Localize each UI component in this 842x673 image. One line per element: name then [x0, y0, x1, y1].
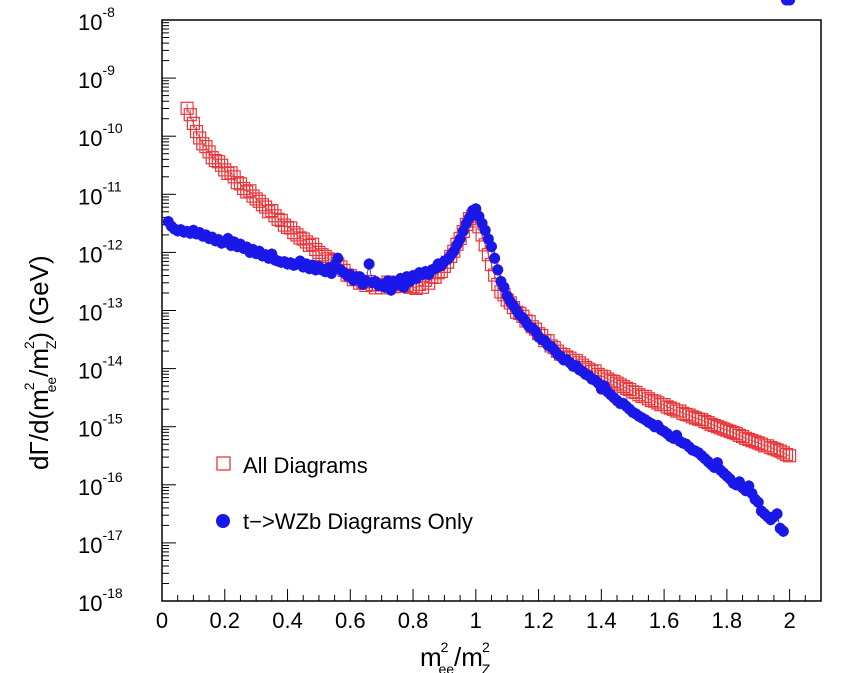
x-tick-label: 0.8: [398, 608, 429, 633]
y-tick-label: 10-16: [78, 469, 123, 500]
x-tick-label: 0.6: [335, 608, 366, 633]
x-tick-label: 1.2: [523, 608, 554, 633]
x-tick-label: 1: [470, 608, 482, 633]
x-tick-label: 0.4: [272, 608, 303, 633]
legend-label-wzb: t−>WZb Diagrams Only: [243, 509, 473, 534]
data-point-square: [783, 449, 797, 463]
data-point-circle: [784, 0, 796, 6]
series-wzb-only: [162, 0, 796, 538]
data-point-circle: [498, 281, 510, 293]
data-point-square: [186, 116, 200, 131]
x-tick-label: 1.8: [712, 608, 743, 633]
data-point-circle: [752, 496, 764, 508]
x-axis-label: m2 ee/m2 Z: [420, 639, 491, 673]
data-point-circle: [363, 258, 375, 270]
legend-marker-wzb: [216, 514, 230, 528]
series-layer: [162, 0, 797, 538]
y-tick-label: 10-12: [78, 236, 123, 267]
data-point-square: [779, 447, 794, 462]
y-tick-label: 10-17: [78, 527, 123, 558]
x-tick-label: 1.4: [586, 608, 617, 633]
y-tick-label: 10-14: [78, 353, 123, 384]
y-tick-label: 10-15: [78, 411, 123, 442]
data-point-circle: [777, 525, 789, 537]
y-axis-label: dΓ/d(m2 ee/m2 Z) (GeV): [21, 255, 59, 470]
legend-label-all-diagrams: All Diagrams: [243, 453, 368, 478]
y-tick-labels: 10-18 10-17 10-16 10-15 10-14 10-13 10-12 10-11…: [78, 4, 123, 616]
y-tick-label: 10-8: [78, 4, 115, 35]
legend-marker-all-diagrams: [216, 456, 231, 471]
y-tick-label: 10-9: [78, 62, 115, 93]
data-point-circle: [489, 252, 501, 264]
y-tick-label: 10-11: [78, 178, 122, 209]
data-point-circle: [479, 224, 491, 236]
data-point-square: [183, 108, 197, 122]
axis-ticks: [161, 19, 822, 602]
x-tick-label: 0: [156, 608, 168, 633]
y-tick-label: 10-10: [78, 120, 123, 151]
y-tick-label: 10-13: [78, 295, 123, 326]
data-point-circle: [332, 252, 344, 264]
x-tick-labels: 0 0.2 0.4 0.6 0.8 1 1.2 1.4 1.6 1.8 2: [156, 608, 796, 633]
data-point-circle: [492, 264, 504, 276]
x-tick-label: 1.6: [649, 608, 680, 633]
x-tick-label: 2: [783, 608, 795, 633]
legend: All Diagrams t−>WZb Diagrams Only: [216, 453, 473, 534]
y-tick-label: 10-18: [78, 585, 123, 616]
x-tick-label: 0.2: [209, 608, 240, 633]
data-point-circle: [486, 241, 497, 253]
data-point-circle: [771, 508, 783, 520]
